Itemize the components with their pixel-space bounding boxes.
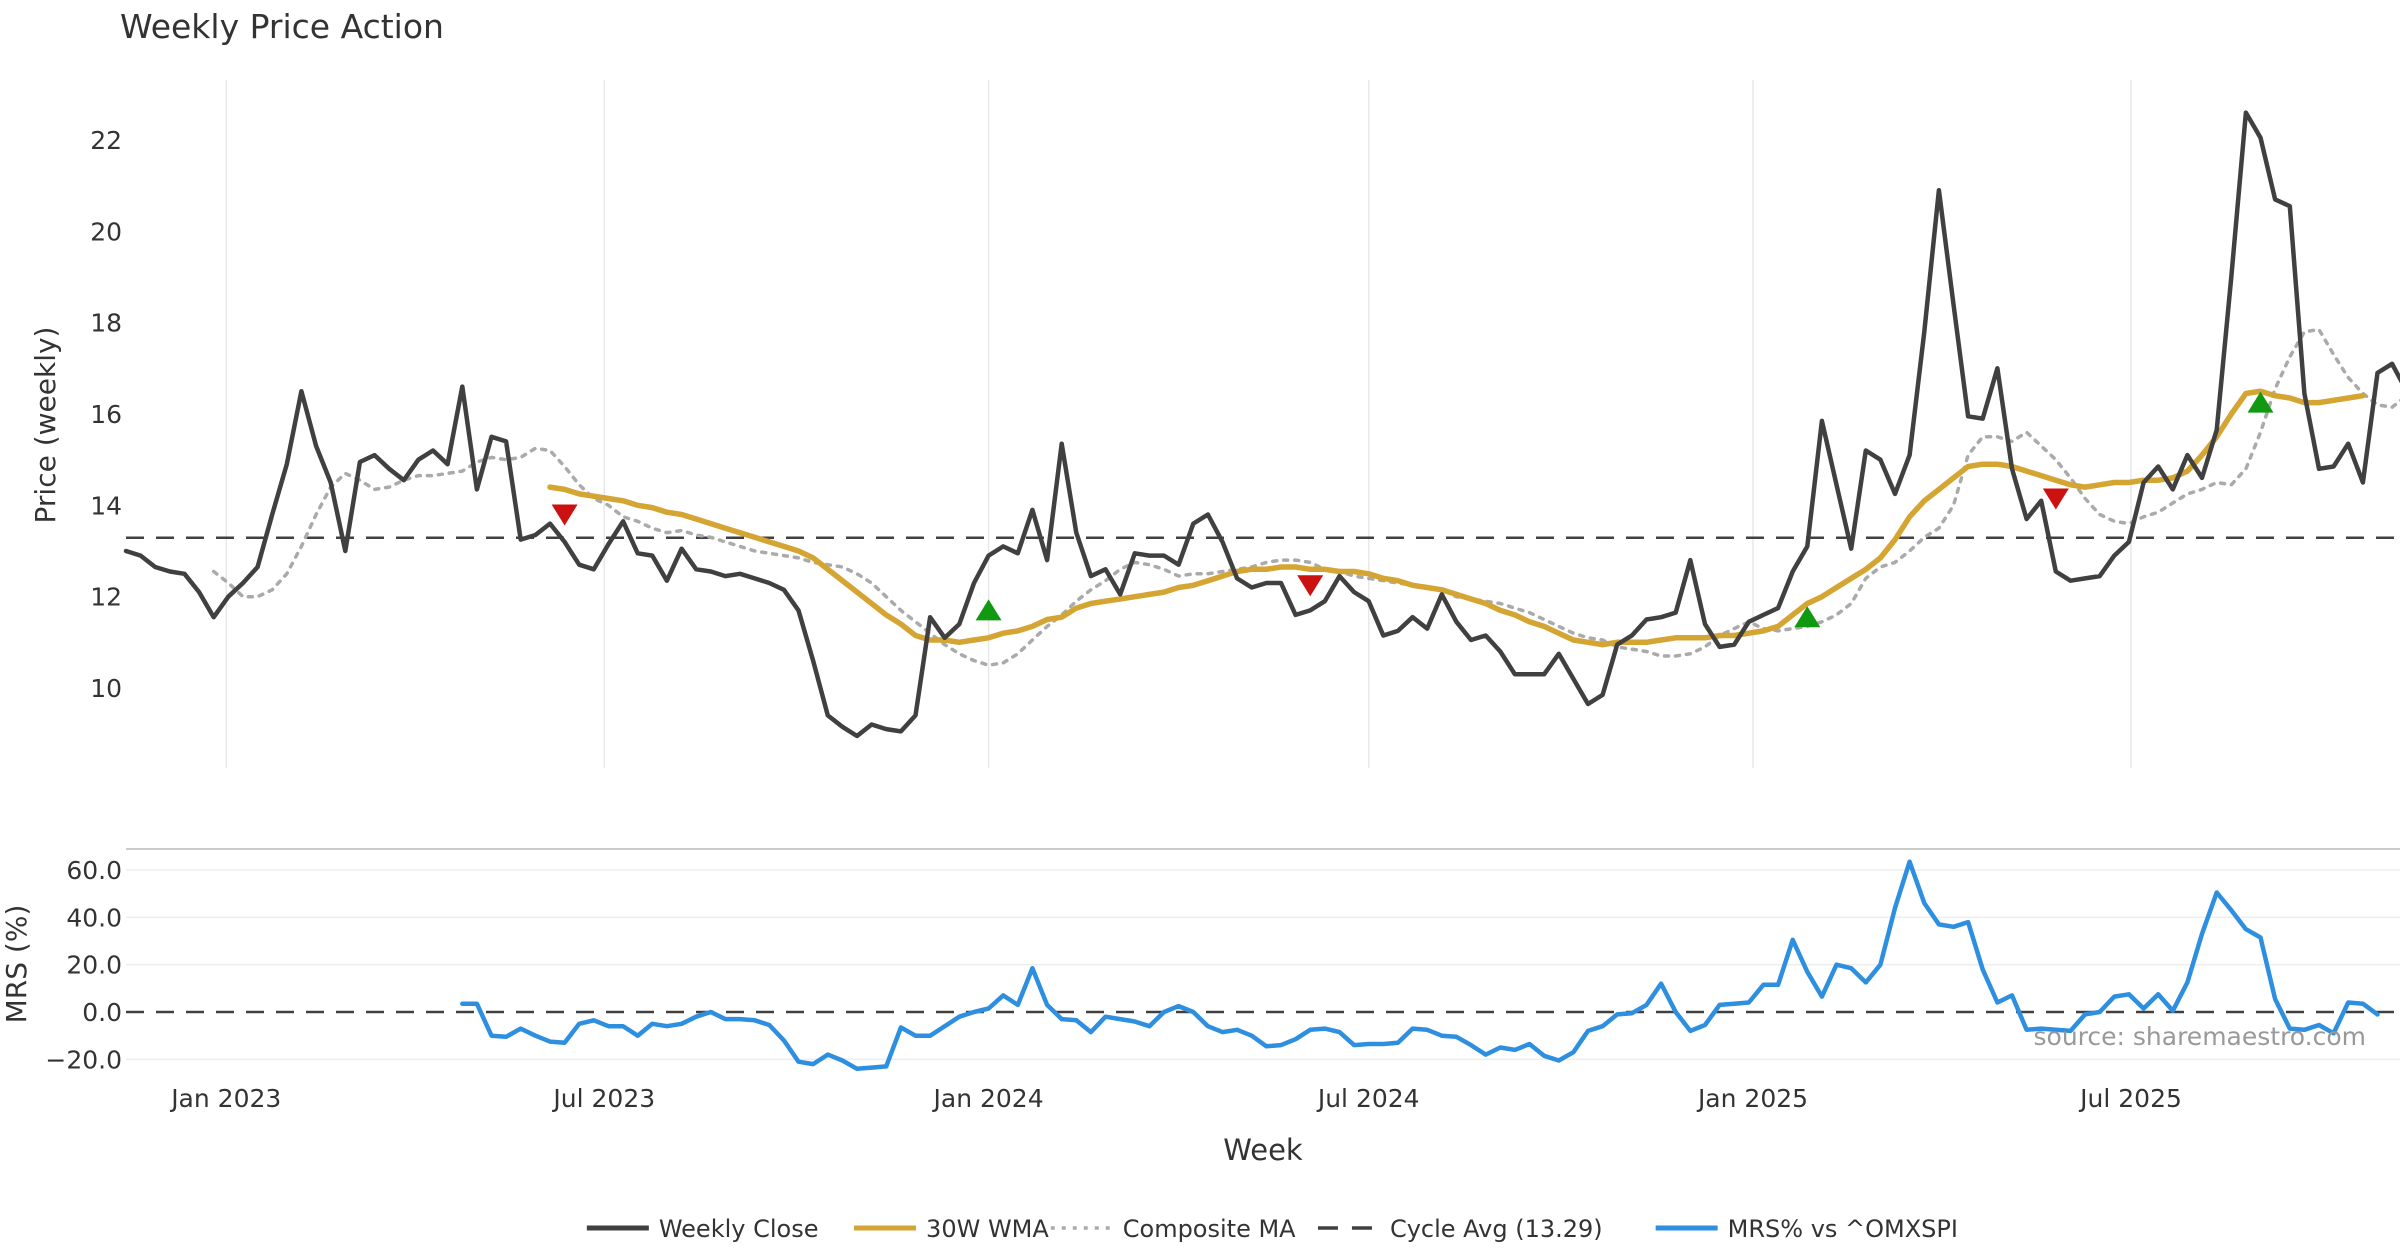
sell-signal-marker bbox=[2042, 488, 2069, 510]
mrs-y-tick-label: 20.0 bbox=[66, 951, 122, 980]
mrs-series bbox=[126, 859, 2400, 1072]
price-y-tick-label: 10 bbox=[90, 674, 122, 703]
legend-label: 30W WMA bbox=[926, 1215, 1049, 1243]
price-y-axis: 10 12 14 16 18 20 22 bbox=[90, 126, 122, 703]
mrs-y-tick-label: 40.0 bbox=[66, 903, 122, 932]
x-tick-label: Jan 2025 bbox=[1696, 1084, 1808, 1113]
price-series bbox=[123, 110, 2400, 739]
wma-30w-line bbox=[547, 388, 2366, 648]
signal-markers bbox=[551, 391, 2274, 628]
price-grid bbox=[225, 80, 2132, 768]
buy-signal-marker bbox=[975, 599, 1002, 621]
x-tick-label: Jan 2024 bbox=[932, 1084, 1044, 1113]
mrs-y-tick-label: 0.0 bbox=[82, 998, 122, 1027]
mrs-y-axis: 60.0 40.0 20.0 0.0 −20.0 bbox=[45, 856, 122, 1074]
mrs-line bbox=[460, 859, 2380, 1072]
buy-signal-marker bbox=[1794, 606, 1821, 628]
mrs-grid bbox=[126, 869, 2400, 1061]
price-y-tick-label: 12 bbox=[90, 583, 122, 612]
mrs-y-tick-label: −20.0 bbox=[45, 1045, 122, 1074]
legend-label: Cycle Avg (13.29) bbox=[1390, 1215, 1603, 1243]
price-y-tick-label: 18 bbox=[90, 309, 122, 338]
sell-signal-marker bbox=[551, 504, 578, 526]
chart-title: Weekly Price Action bbox=[120, 7, 444, 46]
mrs-y-tick-label: 60.0 bbox=[66, 856, 122, 885]
buy-signal-marker bbox=[2247, 391, 2274, 413]
price-y-tick-label: 20 bbox=[90, 217, 122, 246]
price-y-tick-label: 16 bbox=[90, 400, 122, 429]
price-y-tick-label: 14 bbox=[90, 491, 122, 520]
x-axis: Jan 2023 Jul 2023 Jan 2024 Jul 2024 Jan 2025… bbox=[169, 1084, 2182, 1113]
legend-label: Weekly Close bbox=[659, 1215, 819, 1243]
x-tick-label: Jul 2024 bbox=[1316, 1084, 1420, 1113]
mrs-y-axis-label: MRS (%) bbox=[0, 905, 33, 1024]
weekly-close-line bbox=[123, 110, 2400, 739]
legend-label: Composite MA bbox=[1123, 1215, 1296, 1243]
x-tick-label: Jul 2025 bbox=[2078, 1084, 2182, 1113]
sell-signal-marker bbox=[1297, 575, 1324, 597]
source-annotation: source: sharemaestro.com bbox=[2034, 1022, 2367, 1051]
x-tick-label: Jul 2023 bbox=[551, 1084, 655, 1113]
x-tick-label: Jan 2023 bbox=[169, 1084, 281, 1113]
price-y-tick-label: 22 bbox=[90, 126, 122, 155]
legend-label: MRS% vs ^OMXSPI bbox=[1728, 1215, 1958, 1243]
price-y-axis-label: Price (weekly) bbox=[29, 327, 62, 524]
composite-ma-line bbox=[211, 327, 2400, 667]
legend: Weekly Close 30W WMA Composite MA Cycle Avg… bbox=[586, 1215, 1958, 1243]
x-axis-label: Week bbox=[1223, 1133, 1303, 1167]
